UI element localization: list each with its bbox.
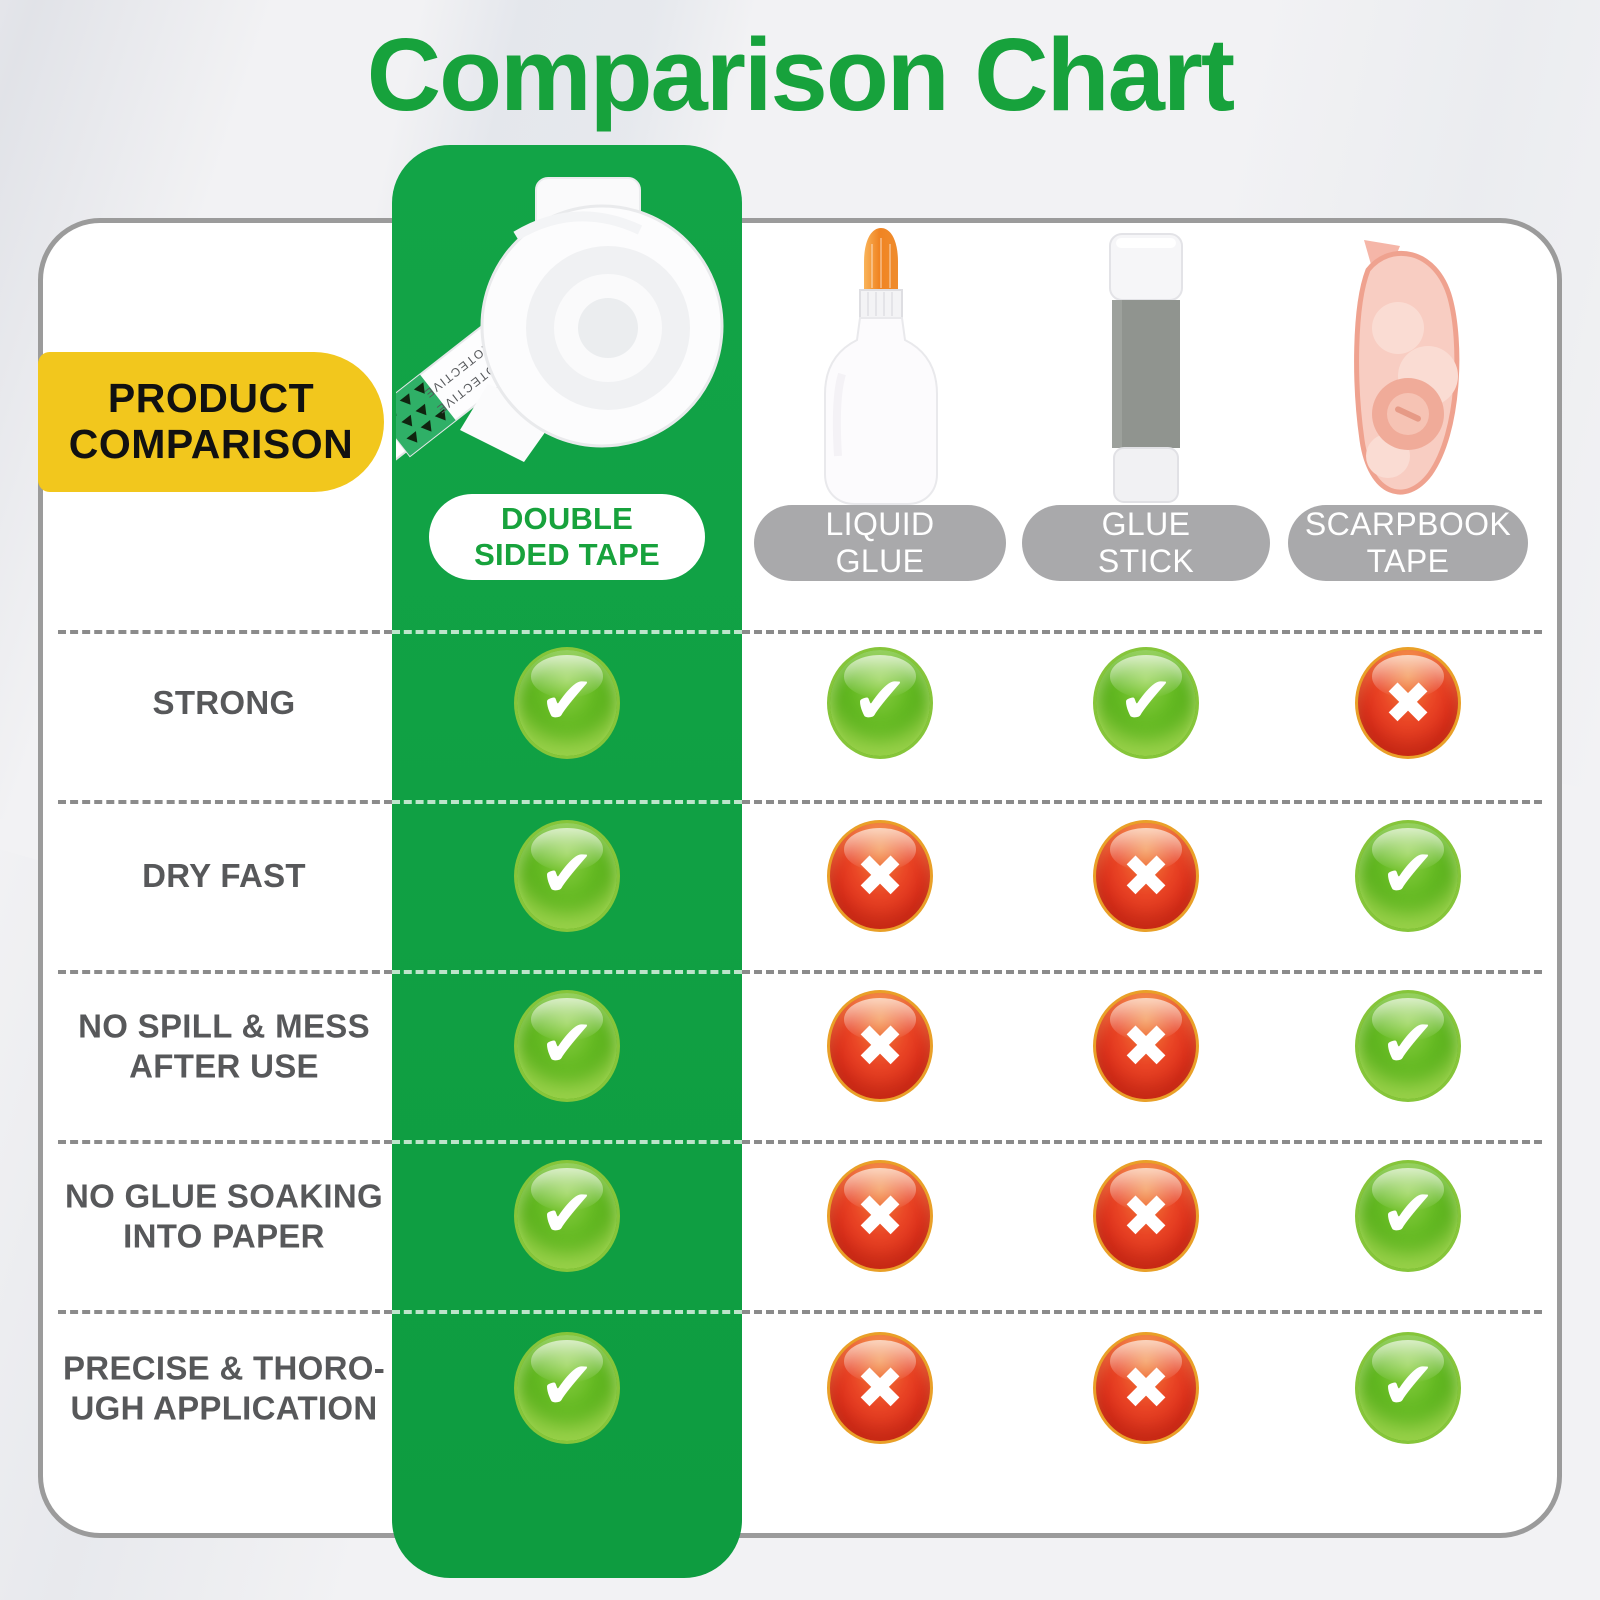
product-pill-label: LIQUID [825,506,935,543]
check-icon: ✔ [514,1332,620,1444]
check-glyph: ✔ [539,661,595,739]
page-title: Comparison Chart [366,17,1235,132]
row-separator [392,970,742,974]
row-separator [58,630,392,634]
cross-glyph: ✖ [855,1354,905,1422]
cross-glyph: ✖ [1121,842,1171,910]
check-icon: ✔ [1355,1160,1461,1272]
body-decoration [1372,302,1424,354]
glue-stick-base [1113,447,1179,503]
feature-label-line: AFTER USE [129,1047,319,1084]
row-separator [392,630,742,634]
product-pill-label: GLUE [835,543,925,579]
cap-highlight [1116,238,1176,248]
cross-icon: ✖ [827,1160,933,1272]
check-icon: ✔ [514,990,620,1102]
row-separator [58,800,392,804]
cross-icon: ✖ [1093,820,1199,932]
cross-icon: ✖ [827,820,933,932]
check-glyph: ✔ [539,1174,595,1252]
row-separator [392,800,742,804]
check-icon: ✔ [1355,1332,1461,1444]
check-icon: ✔ [514,820,620,932]
row-separator [58,1140,392,1144]
feature-label-line: DRY FAST [142,857,306,895]
feature-label-line: NO SPILL & MESS [78,1007,370,1045]
product-pill-glue-stick: GLUE STICK [1022,505,1270,581]
cross-glyph: ✖ [855,1012,905,1080]
check-glyph: ✔ [1380,834,1436,912]
tape-roll-hub [578,298,638,358]
product-pill-label: GLUE [1101,506,1191,543]
check-glyph: ✔ [539,834,595,912]
bottle-collar [859,289,903,319]
cross-icon: ✖ [1093,1332,1199,1444]
check-glyph: ✔ [539,1346,595,1424]
body-highlight [1112,300,1122,448]
check-glyph: ✔ [852,661,908,739]
feature-label-line: STRONG [152,684,296,722]
feature-label-line: UGH APPLICATION [70,1389,378,1426]
bottle-highlight [832,372,846,457]
cross-icon: ✖ [1355,647,1461,759]
cross-glyph: ✖ [1121,1012,1171,1080]
cross-glyph: ✖ [1383,669,1433,737]
feature-label: DRY FAST [55,856,393,896]
check-glyph: ✔ [1380,1346,1436,1424]
check-glyph: ✔ [1118,661,1174,739]
check-icon: ✔ [514,647,620,759]
double-sided-tape-dispenser-image: UNWIND THIS PROTECTIVE UNWIND THIS PROTE… [396,177,724,463]
glue-stick-body [1112,300,1180,448]
feature-label: NO GLUE SOAKING INTO PAPER [55,1176,393,1255]
bottle-body [824,317,938,505]
feature-label: STRONG [55,683,393,723]
row-separator [392,1140,742,1144]
product-pill-label: SCARPBOOK [1304,506,1512,543]
product-pill-label: SIDED TAPE [474,537,660,572]
check-icon: ✔ [514,1160,620,1272]
row-separator [58,1310,392,1314]
glue-stick-image [1109,233,1183,503]
feature-label-line: NO GLUE SOAKING [64,1177,384,1215]
row-separator [742,800,1542,804]
row-separator [58,970,392,974]
cross-icon: ✖ [827,990,933,1102]
cross-icon: ✖ [827,1332,933,1444]
scrapbook-tape-runner-image [1354,240,1460,495]
check-glyph: ✔ [539,1004,595,1082]
product-pill-label: TAPE [1366,543,1450,579]
row-separator [742,1310,1542,1314]
cross-icon: ✖ [1093,1160,1199,1272]
product-pill-liquid-glue: LIQUID GLUE [754,505,1006,581]
badge-line: COMPARISON [68,421,354,467]
check-icon: ✔ [1093,647,1199,759]
liquid-glue-bottle-image [824,228,938,505]
feature-label: PRECISE & THORO- UGH APPLICATION [55,1348,393,1427]
product-pill-label: STICK [1097,543,1195,579]
check-glyph: ✔ [1380,1004,1436,1082]
cross-icon: ✖ [1093,990,1199,1102]
product-comparison-badge: PRODUCT COMPARISON [38,352,384,492]
row-separator [742,1140,1542,1144]
check-glyph: ✔ [1380,1174,1436,1252]
row-separator [742,630,1542,634]
product-pill-label: DOUBLE [500,501,634,537]
bottle-cap [864,228,898,290]
feature-label-line: PRECISE & THORO- [63,1349,385,1387]
row-separator [742,970,1542,974]
product-pill-scrapbook-tape: SCARPBOOK TAPE [1288,505,1528,581]
feature-label-line: INTO PAPER [123,1217,325,1254]
product-pill-double-sided-tape: DOUBLE SIDED TAPE [429,494,705,580]
cross-glyph: ✖ [1121,1354,1171,1422]
cross-glyph: ✖ [1121,1182,1171,1250]
check-icon: ✔ [1355,990,1461,1102]
check-icon: ✔ [1355,820,1461,932]
badge-line: PRODUCT [107,375,315,422]
cross-glyph: ✖ [855,1182,905,1250]
row-separator [392,1310,742,1314]
feature-label: NO SPILL & MESS AFTER USE [55,1006,393,1085]
check-icon: ✔ [827,647,933,759]
cross-glyph: ✖ [855,842,905,910]
